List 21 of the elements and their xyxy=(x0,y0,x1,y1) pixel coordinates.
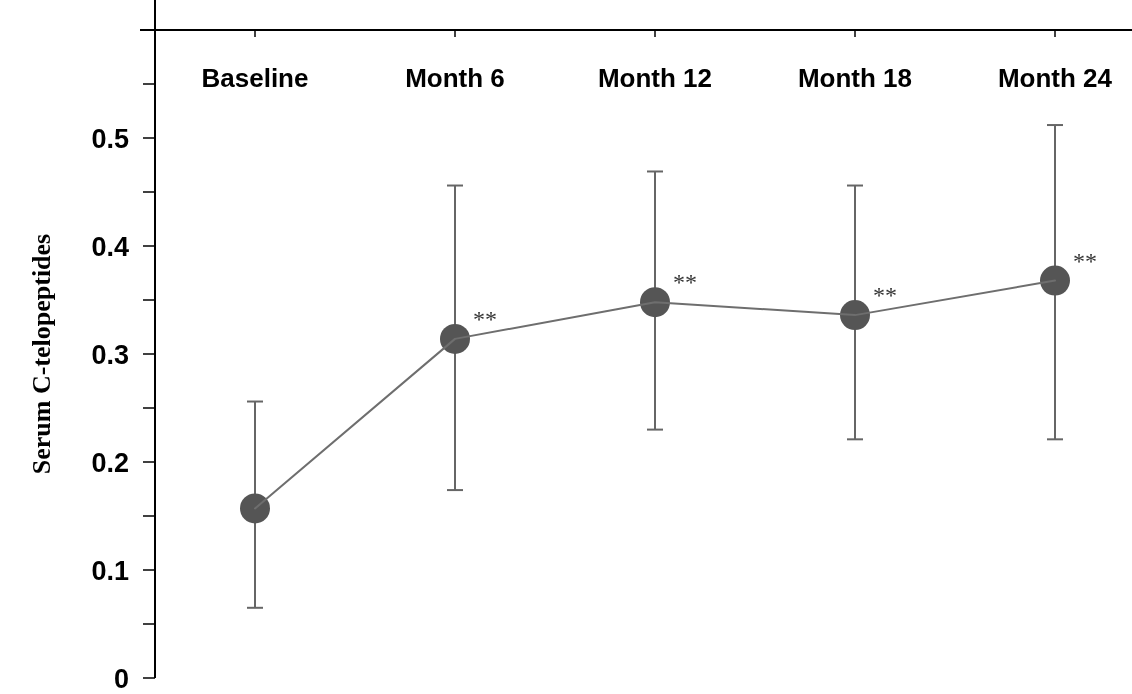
annotation: ** xyxy=(873,282,897,309)
y-tick-label: 0.1 xyxy=(91,556,129,586)
x-tick-label: Month 12 xyxy=(597,63,713,93)
y-axis-title: Serum C-telopeptides xyxy=(27,233,56,475)
y-tick-label: 0.4 xyxy=(91,232,129,262)
point xyxy=(440,323,470,354)
x-tick-label: Month 6 xyxy=(405,63,505,93)
point xyxy=(240,493,270,524)
point xyxy=(840,300,870,331)
x-tick-label: Month 18 xyxy=(797,63,913,93)
y-tick-label: 0.3 xyxy=(91,340,129,370)
point xyxy=(1040,265,1070,296)
annotation: ** xyxy=(473,305,497,332)
x-tick-label: Baseline xyxy=(201,63,309,93)
x-tick-label: Month 24 xyxy=(997,63,1113,93)
y-tick-label: 0.2 xyxy=(91,448,129,478)
annotation: ** xyxy=(673,269,697,296)
y-tick-label: 0.5 xyxy=(91,124,129,154)
annotation: ** xyxy=(1073,247,1097,274)
y-tick-label: 0 xyxy=(113,664,129,694)
point xyxy=(640,287,670,318)
